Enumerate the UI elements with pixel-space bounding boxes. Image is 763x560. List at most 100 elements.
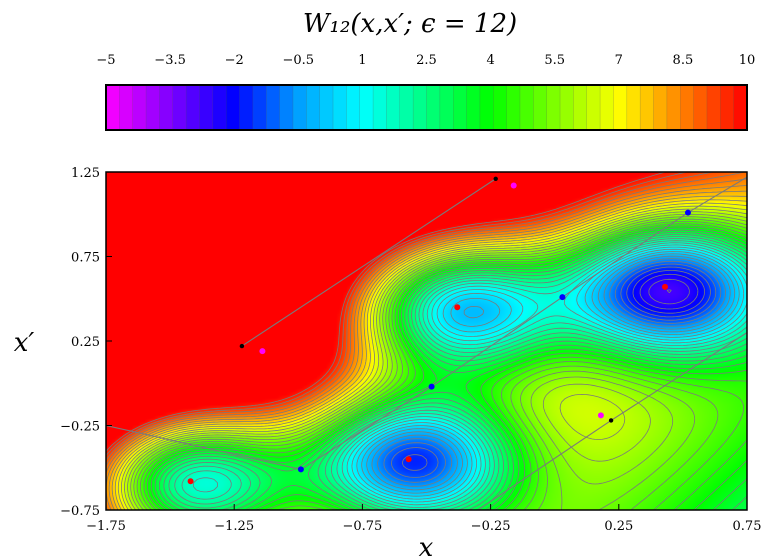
y-tick-label: −0.75	[60, 504, 100, 519]
separatrix-line	[431, 296, 563, 388]
colorbar-band	[186, 85, 201, 130]
colorbar-band	[226, 85, 241, 130]
contour-line	[121, 205, 747, 510]
contour-line	[163, 234, 747, 510]
colorbar-band	[519, 85, 534, 130]
contour-line	[366, 253, 736, 494]
colorbar-band	[546, 85, 561, 130]
colorbar-band	[439, 85, 454, 130]
contour-lines	[106, 172, 747, 510]
colorbar-tick-label: 1	[358, 53, 366, 68]
magenta-point	[510, 182, 517, 189]
contour-line	[106, 172, 745, 466]
colorbar-band	[292, 85, 307, 130]
contour-line	[140, 221, 747, 510]
y-tick-label: 1.25	[71, 166, 100, 181]
saddle-point	[685, 209, 691, 216]
colorbar-band	[413, 85, 428, 130]
contour-line	[181, 240, 747, 510]
colorbar-band	[399, 85, 414, 130]
colorbar-band	[239, 85, 254, 130]
x-tick-label: −0.25	[471, 519, 511, 534]
contour-line	[106, 172, 666, 452]
black-point	[608, 418, 614, 423]
colorbar-band	[426, 85, 441, 130]
colorbar-band	[172, 85, 187, 130]
colorbar-tick-label: 8.5	[673, 53, 694, 68]
minimum-point	[187, 478, 194, 485]
contour-line	[106, 172, 714, 461]
contour-line	[371, 255, 731, 491]
colorbar-band	[693, 85, 708, 130]
contour-line	[639, 273, 699, 310]
contour-line	[174, 238, 747, 510]
colorbar-band	[720, 85, 735, 130]
contour-line	[111, 195, 747, 510]
contour-line	[147, 225, 747, 510]
black-point	[493, 176, 498, 181]
contour-line	[192, 242, 747, 508]
contour-line	[106, 178, 747, 510]
colorbar-band	[373, 85, 388, 130]
separatrix-line	[106, 424, 301, 470]
separatrix-line	[241, 178, 497, 347]
colorbar: −5 −3.5 −2 −0.5 1 2.5 4 5.5 7 8.5 10	[96, 53, 755, 131]
x-tick-label: −0.75	[342, 519, 382, 534]
contour-line	[133, 216, 747, 510]
colorbar-band	[132, 85, 147, 130]
colorbar-tick-label: 7	[615, 53, 623, 68]
contour-line	[106, 172, 687, 456]
contour-line	[108, 190, 747, 510]
y-tick-label: −0.25	[60, 420, 100, 435]
colorbar-band	[106, 85, 120, 130]
colorbar-band	[533, 85, 548, 130]
contour-line	[391, 263, 717, 478]
separatrix-line	[477, 419, 612, 510]
contour-line	[114, 199, 747, 510]
saddle-point	[428, 383, 435, 390]
colorbar-band	[479, 85, 494, 130]
colorbar-tick-label: 4	[486, 53, 494, 68]
colorbar-band	[600, 85, 615, 130]
contour-line	[666, 289, 672, 294]
colorbar-band	[640, 85, 655, 130]
contour-line	[648, 278, 690, 305]
colorbar-band	[680, 85, 695, 130]
colorbar-band	[573, 85, 588, 130]
colorbar-band	[146, 85, 161, 130]
contour-line	[130, 213, 747, 510]
colorbar-tick-label: −5	[96, 53, 115, 68]
colorbar-tick-label: −2	[225, 53, 244, 68]
colorbar-band	[653, 85, 668, 130]
colorbar-band	[119, 85, 134, 130]
colorbar-band	[466, 85, 481, 130]
separatrix-lines	[106, 176, 747, 510]
minimum-point	[405, 456, 412, 463]
contour-line	[143, 223, 747, 510]
saddle-point	[559, 294, 566, 301]
contour-line	[383, 260, 722, 483]
plot-area: −1.75 −1.25 −0.75 −0.25 0.25 0.75 −0.75 −0.25 0.…	[60, 166, 761, 534]
colorbar-band	[212, 85, 227, 130]
colorbar-tick-label: 2.5	[416, 53, 437, 68]
chart-title: W₁₂(x,x′; ϵ = 12)	[303, 9, 517, 39]
contour-line	[150, 227, 747, 510]
contour-line	[117, 202, 747, 510]
colorbar-band	[493, 85, 508, 130]
colorbar-band	[626, 85, 641, 130]
colorbar-band	[199, 85, 214, 130]
colorbar-band	[560, 85, 574, 130]
colorbar-band	[666, 85, 681, 130]
colorbar-band	[333, 85, 347, 130]
y-tick-label: 0.75	[71, 251, 100, 266]
colorbar-band	[279, 85, 294, 130]
x-tick-label: −1.25	[214, 519, 254, 534]
contour-line	[124, 208, 747, 510]
colorbar-band	[453, 85, 468, 130]
minimum-point	[662, 283, 668, 290]
contour-line	[377, 258, 726, 487]
x-tick-label: 0.75	[733, 519, 762, 534]
colorbar-band	[386, 85, 401, 130]
